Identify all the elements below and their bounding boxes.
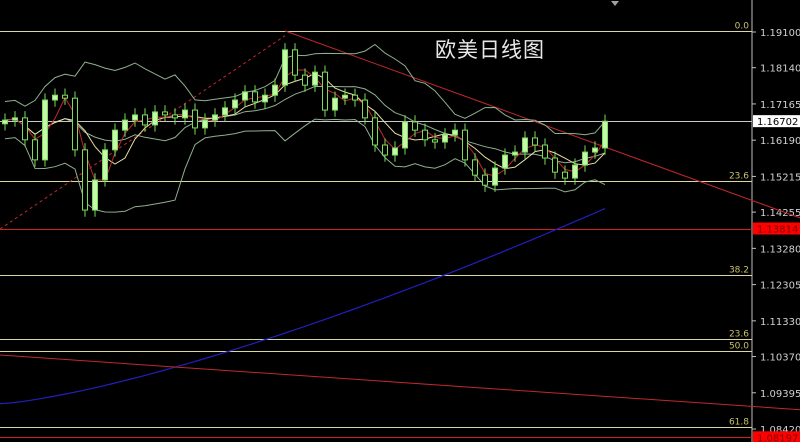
current-price-label-box bbox=[753, 431, 800, 442]
candle-body bbox=[252, 91, 258, 103]
candle-body bbox=[282, 49, 288, 86]
chart-title: 欧美日线图 bbox=[435, 38, 545, 62]
candle-body bbox=[262, 94, 268, 103]
candle-body bbox=[392, 147, 398, 156]
candle-body bbox=[552, 157, 558, 173]
candle-body bbox=[182, 109, 188, 119]
candle-body bbox=[332, 97, 338, 111]
candle-body bbox=[602, 120, 608, 149]
candle-body bbox=[82, 149, 88, 211]
y-tick-label: 1.15215 bbox=[760, 172, 800, 183]
candle-body bbox=[92, 179, 98, 211]
candle-body bbox=[442, 134, 448, 143]
fib-level-label: 23.6 bbox=[729, 330, 749, 340]
shift-marker-icon bbox=[611, 1, 619, 6]
candle-body bbox=[452, 129, 458, 136]
candle-body bbox=[352, 94, 358, 101]
fib-level-label: 61.8 bbox=[729, 418, 749, 428]
candle-body bbox=[462, 129, 468, 161]
price-label: 1.13814 bbox=[757, 225, 798, 236]
bollinger-upper-band bbox=[4, 43, 606, 136]
fib-level-label: 23.6 bbox=[729, 172, 749, 182]
y-tick-label: 1.12305 bbox=[760, 281, 800, 292]
candle-body bbox=[62, 94, 68, 99]
candle-body bbox=[512, 151, 518, 156]
candle-body bbox=[432, 139, 438, 143]
candle-body bbox=[492, 167, 498, 186]
candle-body bbox=[372, 117, 378, 146]
y-tick-label: 1.11330 bbox=[760, 317, 800, 328]
y-tick-label: 1.16190 bbox=[760, 136, 800, 147]
fib-level-label: 38.2 bbox=[729, 266, 749, 276]
candle-body bbox=[122, 119, 128, 131]
y-tick-label: 1.08420 bbox=[760, 425, 800, 436]
candle-body bbox=[562, 171, 568, 179]
candle-body bbox=[212, 114, 218, 121]
candle-body bbox=[302, 74, 308, 86]
candle-body bbox=[2, 119, 8, 125]
y-tick-label: 1.10370 bbox=[760, 353, 800, 364]
current-price-label-box bbox=[753, 115, 800, 128]
candle-body bbox=[112, 129, 118, 151]
price-label: 1.08197 bbox=[757, 433, 798, 442]
fib-level-label: 0.0 bbox=[735, 22, 750, 32]
candle-body bbox=[102, 149, 108, 181]
candle-body bbox=[232, 99, 238, 109]
candle-body bbox=[132, 114, 138, 121]
candle-body bbox=[522, 137, 528, 153]
y-tick-label: 1.13280 bbox=[760, 244, 800, 255]
candle-body bbox=[532, 137, 538, 146]
long-moving-average-line bbox=[0, 208, 606, 405]
candle-body bbox=[592, 147, 598, 153]
fib-level-label: 50.0 bbox=[729, 342, 749, 352]
y-tick-label: 1.17165 bbox=[760, 100, 800, 111]
y-tick-label: 1.18140 bbox=[760, 64, 800, 75]
candle-body bbox=[172, 114, 178, 119]
candle-body bbox=[412, 121, 418, 131]
candle-body bbox=[502, 154, 508, 169]
y-tick-label: 1.19100 bbox=[760, 28, 800, 39]
candle-body bbox=[162, 111, 168, 116]
candle-body bbox=[322, 71, 328, 111]
trendline bbox=[284, 30, 800, 219]
bollinger-lower-band bbox=[4, 118, 606, 213]
candle-body bbox=[42, 99, 48, 161]
candle-body bbox=[222, 107, 228, 116]
trendline bbox=[0, 354, 800, 411]
candle-body bbox=[312, 71, 318, 86]
current-price-label-box bbox=[753, 222, 800, 235]
candle-body bbox=[422, 129, 428, 141]
candle-body bbox=[572, 164, 578, 179]
candle-body bbox=[32, 139, 38, 161]
y-tick-label: 1.09395 bbox=[760, 389, 800, 400]
candle-body bbox=[382, 144, 388, 156]
candle-body bbox=[542, 144, 548, 159]
candle-body bbox=[142, 114, 148, 126]
candle-body bbox=[472, 159, 478, 176]
candle-body bbox=[192, 109, 198, 129]
candle-body bbox=[242, 91, 248, 101]
candle-body bbox=[152, 111, 158, 126]
candle-body bbox=[402, 121, 408, 149]
candle-body bbox=[362, 99, 368, 119]
candle-body bbox=[482, 174, 488, 186]
candle-body bbox=[202, 119, 208, 129]
candle-body bbox=[52, 94, 58, 101]
y-tick-label: 1.14255 bbox=[760, 208, 800, 219]
candle-body bbox=[12, 117, 18, 121]
candle-body bbox=[22, 117, 28, 141]
candle-body bbox=[72, 97, 78, 151]
candle-body bbox=[582, 151, 588, 166]
candle-body bbox=[342, 94, 348, 99]
price-label: 1.16702 bbox=[757, 117, 798, 128]
candle-body bbox=[292, 49, 298, 76]
candle-body bbox=[272, 84, 278, 96]
